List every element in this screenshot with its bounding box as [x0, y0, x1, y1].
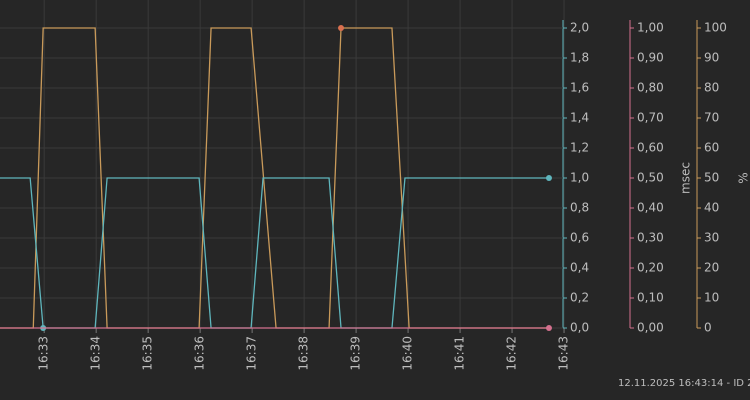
- y3-tick-label: 80: [704, 81, 719, 95]
- footer: 12.11.2025 16:43:14 - ID 2118: [618, 378, 750, 389]
- x-tick-label: 16:42: [505, 336, 519, 371]
- y2-tick-label: 0,40: [637, 201, 664, 215]
- y3-axis-label: %: [737, 172, 750, 183]
- x-tick-label: 16:40: [401, 336, 415, 371]
- point-marker: [338, 25, 345, 31]
- y-tick-label: 2,0: [570, 21, 589, 35]
- y2-tick-label: 0,10: [637, 291, 664, 305]
- x-tick-label: 16:33: [37, 336, 51, 371]
- y-tick-label: 0,4: [570, 261, 589, 275]
- x-tick-label: 16:43: [557, 336, 571, 371]
- y2-tick-label: 0,80: [637, 81, 664, 95]
- y3-tick-label: 0: [704, 321, 712, 335]
- y3-tick-label: 100: [704, 21, 727, 35]
- y2-tick-label: 1,00: [637, 21, 664, 35]
- y3-tick-label: 30: [704, 231, 719, 245]
- x-tick-label: 16:37: [245, 336, 259, 371]
- y-tick-label: 1,0: [570, 171, 589, 185]
- y2-tick-label: 0,00: [637, 321, 664, 335]
- y2-tick-label: 0,20: [637, 261, 664, 275]
- y2-tick-label: 0,70: [637, 111, 664, 125]
- y3-tick-label: 10: [704, 291, 719, 305]
- y-tick-label: 1,4: [570, 111, 589, 125]
- y-tick-label: 1,6: [570, 81, 589, 95]
- x-tick-label: 16:38: [297, 336, 311, 371]
- x-tick-label: 16:36: [193, 336, 207, 371]
- x-tick-label: 16:34: [89, 336, 103, 371]
- y-tick-label: 1,2: [570, 141, 589, 155]
- y-tick-label: 0,0: [570, 321, 589, 335]
- y3-tick-label: 90: [704, 51, 719, 65]
- point-marker: [545, 175, 552, 181]
- y-tick-label: 1,8: [570, 51, 589, 65]
- x-tick-label: 16:41: [453, 336, 467, 371]
- y3-tick-label: 60: [704, 141, 719, 155]
- y3-tick-label: 50: [704, 171, 719, 185]
- point-marker: [545, 325, 552, 331]
- y2-tick-label: 0,50: [637, 171, 664, 185]
- y3-tick-label: 70: [704, 111, 719, 125]
- x-tick-label: 16:35: [141, 336, 155, 371]
- y2-tick-label: 0,30: [637, 231, 664, 245]
- x-tick-label: 16:39: [349, 336, 363, 371]
- y3-tick-label: 40: [704, 201, 719, 215]
- y-tick-label: 0,8: [570, 201, 589, 215]
- y2-axis-label: msec: [679, 162, 693, 194]
- y2-tick-label: 0,60: [637, 141, 664, 155]
- series-line: [0, 27, 549, 329]
- y-tick-label: 0,2: [570, 291, 589, 305]
- y-tick-label: 0,6: [570, 231, 589, 245]
- y3-tick-label: 20: [704, 261, 719, 275]
- y2-tick-label: 0,90: [637, 51, 664, 65]
